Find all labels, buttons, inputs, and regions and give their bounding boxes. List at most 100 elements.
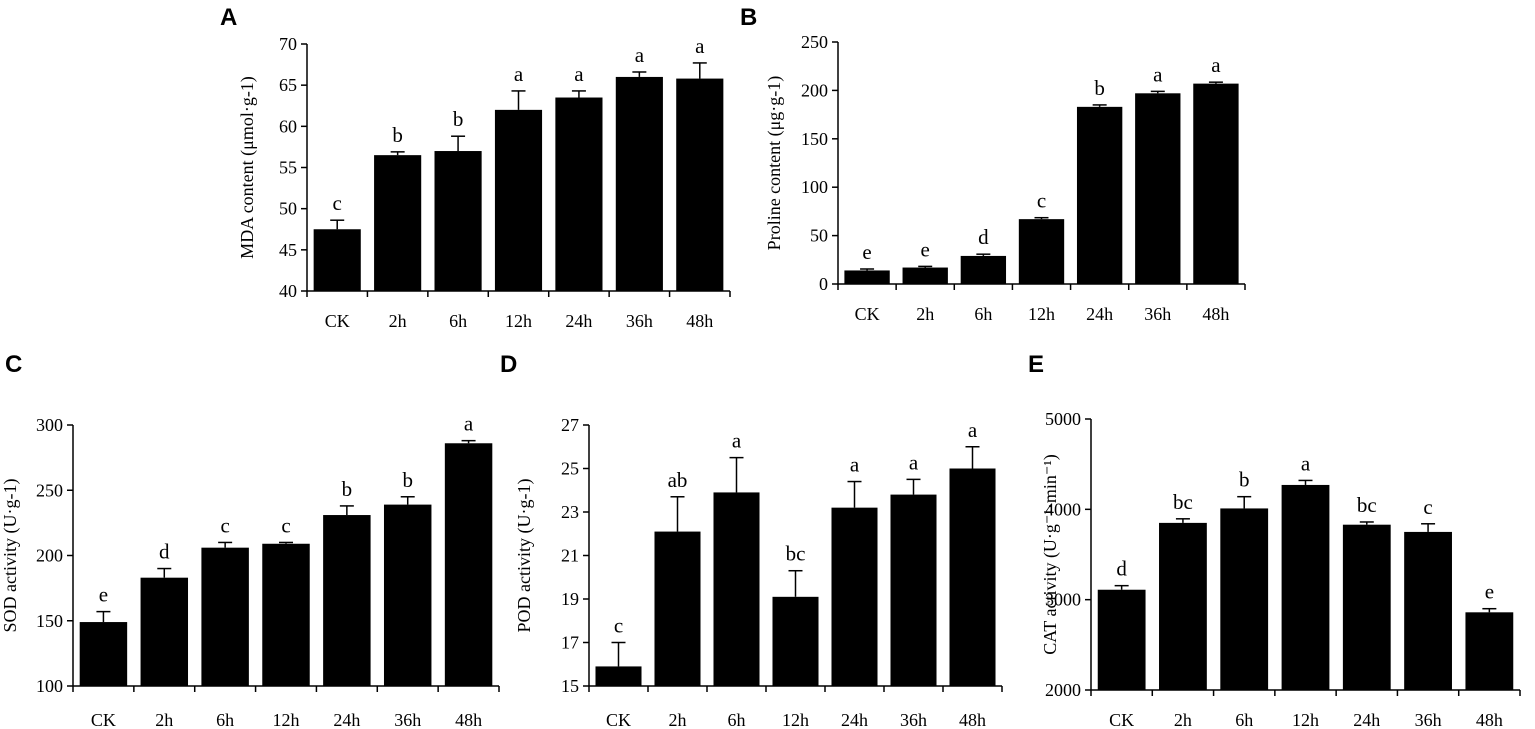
panel-b-letter: B (740, 4, 757, 31)
panel-a-bar (615, 76, 663, 291)
panel-d-category-label: 12h (782, 710, 809, 729)
panel-e-significance-letter: e (1485, 580, 1494, 604)
panel-a-bar (494, 109, 543, 291)
panel-a-bar (555, 97, 603, 292)
panel-c-ytick-label: 250 (36, 480, 63, 500)
panel-d-ytick-label: 25 (561, 459, 579, 479)
panel-c-ytick-label: 150 (36, 611, 63, 631)
panel-b-significance-letter: e (862, 240, 871, 264)
panel-d-bar (713, 492, 760, 686)
panel-c-significance-letter: c (281, 513, 290, 537)
panel-b-ytick-label: 200 (801, 80, 828, 100)
panel-a-significance-letter: b (392, 123, 403, 147)
panel-b-significance-letter: a (1211, 53, 1221, 77)
panel-c-category-label: 6h (216, 710, 234, 729)
panel-e-significance-letter: a (1301, 451, 1311, 475)
panel-a-category-label: 6h (449, 311, 467, 331)
panel-b-category-label: 6h (974, 304, 992, 324)
panel-c: C 100 150 200 250 300 SOD activity (U·g-1) e CK d… (0, 351, 500, 729)
panel-b-category-label: 24h (1086, 304, 1113, 324)
panel-d-ytick-label: 15 (561, 676, 579, 696)
panel-e-ytick-label: 4000 (1045, 499, 1081, 519)
panel-c-letter: C (5, 351, 22, 378)
panel-b-bar (960, 255, 1007, 284)
panel-c-bar (383, 504, 432, 686)
panel-d-bar (831, 507, 878, 686)
panel-c-bar (201, 547, 249, 686)
panel-e-letter: E (1028, 351, 1044, 378)
panel-b-category-label: 2h (916, 304, 934, 324)
panel-d-ytick-label: 23 (561, 502, 579, 522)
panel-e-ytick-label: 3000 (1045, 590, 1081, 610)
panel-a-category-label: CK (325, 311, 350, 331)
panel-b-category-label: 36h (1144, 304, 1171, 324)
panel-d-category-label: 24h (841, 710, 868, 729)
panel-b-ytick-label: 100 (801, 177, 828, 197)
panel-e-bar (1159, 522, 1207, 690)
panel-e-significance-letter: b (1239, 468, 1250, 492)
panel-a-category-label: 24h (565, 311, 592, 331)
panel-d-bar (595, 666, 642, 686)
panel-d-significance-letter: a (968, 418, 978, 442)
panel-a-bar (434, 151, 482, 291)
panel-d-significance-letter: a (850, 453, 860, 477)
panel-b-significance-letter: b (1094, 76, 1105, 100)
panel-b-significance-letter: e (921, 237, 930, 261)
panel-d-ytick-label: 17 (561, 633, 579, 653)
panel-e-category-label: 12h (1292, 710, 1319, 729)
panel-c-category-label: 12h (273, 710, 300, 729)
panel-b-bar (902, 267, 948, 284)
panel-a-significance-letter: c (333, 191, 342, 215)
panel-d-significance-letter: ab (668, 468, 688, 492)
panel-d-category-label: 36h (900, 710, 927, 729)
panel-b-bar (1018, 219, 1065, 284)
panel-c-significance-letter: d (159, 540, 170, 564)
panel-d-bar (890, 494, 937, 686)
panel-d-category-label: CK (606, 710, 631, 729)
panel-c-significance-letter: b (402, 468, 413, 492)
panel-c-category-label: 48h (455, 710, 482, 729)
panel-b-bar (1076, 106, 1123, 284)
panel-e-bar (1342, 524, 1391, 690)
panel-a-significance-letter: b (453, 107, 464, 131)
panel-c-ylabel: SOD activity (U·g-1) (0, 479, 21, 633)
panel-e-significance-letter: bc (1357, 493, 1377, 517)
panel-c-category-label: 36h (394, 710, 421, 729)
panel-d-ytick-label: 27 (561, 415, 579, 435)
panel-a-significance-letter: a (514, 62, 524, 86)
panel-e-ytick-label: 2000 (1045, 680, 1081, 700)
panel-b-ytick-label: 250 (801, 32, 828, 52)
panel-b-significance-letter: c (1037, 189, 1046, 213)
panel-e-category-label: CK (1109, 710, 1134, 729)
panel-c-ytick-label: 200 (36, 546, 63, 566)
panel-c-significance-letter: b (342, 477, 353, 501)
panel-e-category-label: 24h (1353, 710, 1380, 729)
panel-c-significance-letter: a (464, 412, 474, 436)
panel-d-significance-letter: a (732, 429, 742, 453)
panel-b-significance-letter: a (1153, 62, 1163, 86)
panel-a-ytick-label: 70 (279, 34, 297, 54)
panel-d-category-label: 2h (669, 710, 687, 729)
panel-c-bar (323, 515, 371, 686)
panel-e-bar (1097, 589, 1146, 690)
panel-c-category-label: CK (91, 710, 116, 729)
panel-e-bar (1281, 484, 1330, 690)
panel-e-bar (1404, 531, 1452, 690)
panel-a-category-label: 12h (505, 311, 532, 331)
panel-b-ylabel: Proline content (μg·g-1) (764, 76, 785, 251)
panel-b-bar (844, 270, 890, 284)
panel-c-bar (79, 622, 128, 686)
panel-d-bar (772, 596, 819, 686)
panel-d-significance-letter: c (614, 614, 623, 638)
panel-a-category-label: 2h (389, 311, 407, 331)
panel-b-category-label: CK (855, 304, 880, 324)
panel-a-ytick-label: 40 (279, 281, 297, 301)
panel-e-bar (1220, 508, 1269, 690)
panel-d-ytick-label: 21 (561, 546, 579, 566)
panel-e-category-label: 36h (1415, 710, 1442, 729)
panel-c-bar (444, 443, 493, 686)
panel-c-bar (140, 577, 189, 686)
panel-a: A 40 45 50 55 60 65 70 MDA content (μmol·g-1) c CK… (220, 4, 731, 331)
